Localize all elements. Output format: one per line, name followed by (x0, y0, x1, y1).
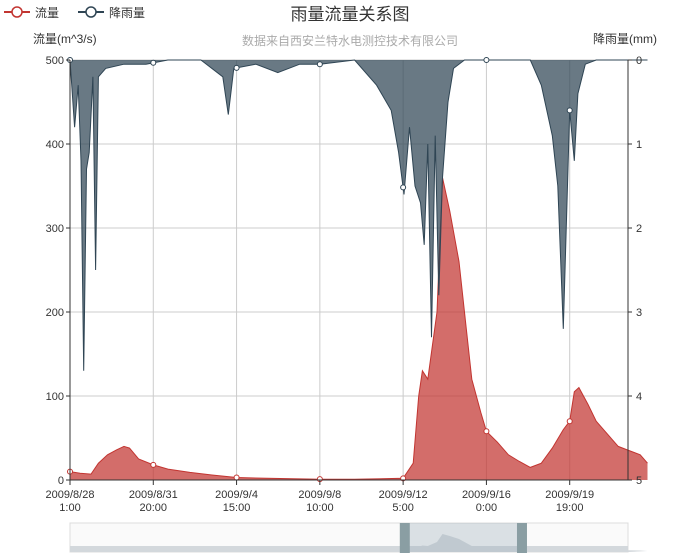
y-left-tick-label: 400 (46, 139, 64, 151)
x-tick-label-time: 19:00 (556, 502, 584, 514)
legend-item-flow[interactable]: 流量 (4, 6, 59, 20)
x-tick-label-date: 2009/9/19 (545, 489, 594, 501)
flow-point (566, 418, 573, 425)
y-right-tick-label: 1 (636, 139, 642, 151)
x-tick-label-time: 10:00 (306, 502, 334, 514)
tick-labels: 0 100 200 300 400 500 0 1 2 3 4 5 2009/8/281:00 2009/… (46, 55, 643, 514)
rain-point (150, 59, 157, 66)
flow-point (150, 461, 157, 468)
y-right-tick-label: 4 (636, 391, 642, 403)
rain-point (233, 64, 240, 71)
y-right-tick-label: 2 (636, 223, 642, 235)
y-left-tick-label: 0 (58, 475, 64, 487)
y-right-axis-label: 降雨量(mm) (593, 32, 657, 46)
x-tick-label-date: 2009/9/12 (379, 489, 428, 501)
y-left-tick-label: 200 (46, 307, 64, 319)
axes (66, 59, 632, 485)
rain-area (70, 60, 648, 371)
grid (69, 59, 628, 481)
x-tick-label-date: 2009/9/8 (298, 489, 341, 501)
y-right-tick-label: 0 (636, 55, 642, 67)
flow-point (483, 428, 490, 435)
x-tick-label-date: 2009/9/16 (462, 489, 511, 501)
legend-item-rain[interactable]: 降雨量 (78, 6, 145, 20)
legend-flow-marker (11, 6, 23, 18)
x-tick-label-date: 2009/8/31 (129, 489, 178, 501)
flow-area (70, 177, 648, 480)
rain-point (566, 107, 573, 114)
zoom-selection[interactable] (404, 523, 522, 552)
y-left-tick-label: 100 (46, 391, 64, 403)
x-tick-label-time: 5:00 (392, 502, 413, 514)
x-tick-label-date: 2009/8/28 (46, 489, 95, 501)
flow-point (233, 474, 240, 481)
rain-point (483, 57, 490, 63)
x-tick-label-time: 0:00 (476, 502, 497, 514)
y-left-tick-label: 500 (46, 55, 64, 67)
rain-line (69, 59, 648, 371)
legend-flow-label: 流量 (35, 6, 59, 20)
legend-rain-label: 降雨量 (109, 6, 145, 20)
x-tick-label-time: 20:00 (140, 502, 168, 514)
x-tick-label-time: 1:00 (59, 502, 80, 514)
zoom-handle-start[interactable] (399, 523, 410, 553)
y-left-tick-label: 300 (46, 223, 64, 235)
rain-point (400, 184, 407, 191)
y-left-axis-label: 流量(m^3/s) (33, 32, 97, 46)
rain-series (67, 57, 648, 371)
chart-subtitle: 数据来自西安兰特水电测控技术有限公司 (242, 33, 458, 48)
legend[interactable]: 流量 降雨量 (4, 6, 145, 20)
zoom-preview-base (70, 546, 628, 552)
rain-point (316, 61, 323, 68)
x-tick-label-time: 15:00 (223, 502, 251, 514)
x-tick-label-date: 2009/9/4 (215, 489, 258, 501)
y-right-tick-label: 3 (636, 307, 642, 319)
data-zoom-slider[interactable] (69, 522, 648, 553)
y-right-tick-label: 5 (636, 475, 642, 487)
legend-rain-marker (85, 6, 97, 18)
chart-title: 雨量流量关系图 (291, 5, 410, 24)
zoom-handle-end[interactable] (516, 523, 527, 553)
